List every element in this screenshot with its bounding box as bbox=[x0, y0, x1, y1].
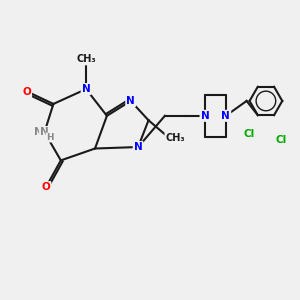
Text: H: H bbox=[46, 133, 54, 142]
Text: N: N bbox=[40, 127, 49, 137]
Text: N: N bbox=[40, 127, 49, 137]
Text: N: N bbox=[201, 111, 209, 121]
Text: Cl: Cl bbox=[275, 135, 286, 145]
Text: N: N bbox=[82, 84, 91, 94]
Text: O: O bbox=[42, 182, 50, 192]
Text: N: N bbox=[34, 127, 43, 137]
Text: N: N bbox=[134, 142, 142, 152]
Text: Cl: Cl bbox=[244, 129, 255, 139]
Text: CH₃: CH₃ bbox=[166, 133, 185, 143]
Text: CH₃: CH₃ bbox=[76, 54, 96, 64]
Text: N: N bbox=[221, 111, 230, 121]
Text: N: N bbox=[126, 96, 135, 106]
Text: O: O bbox=[22, 87, 31, 97]
